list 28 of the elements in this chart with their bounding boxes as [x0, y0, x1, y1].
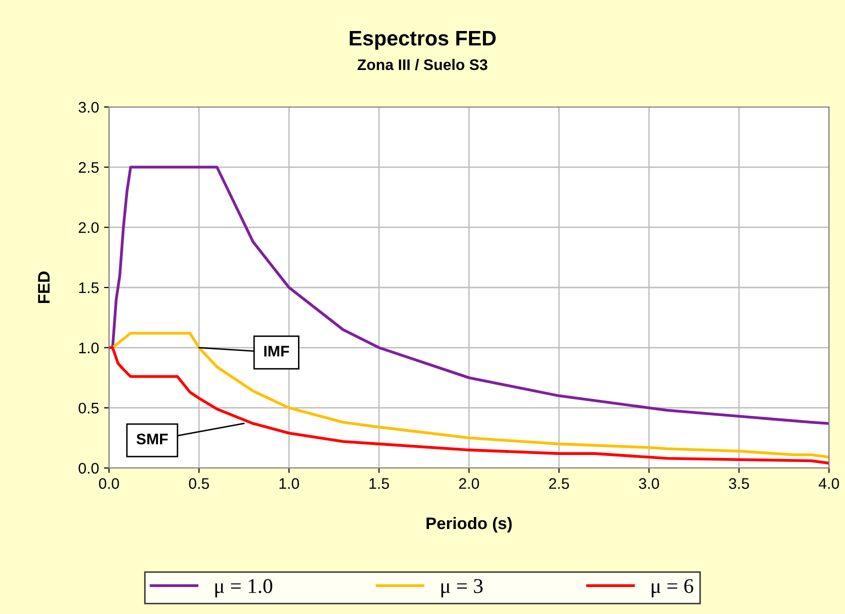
- x-tick-label: 3.0: [638, 478, 660, 489]
- x-tick-label: 2.0: [459, 478, 480, 489]
- y-tick-label: 3.0: [78, 102, 99, 113]
- y-tick-label: 0.0: [78, 462, 99, 474]
- y-axis-title: FED: [38, 272, 50, 304]
- x-tick-label: 1.5: [370, 478, 389, 489]
- chart-subtitle: Zona III / Suelo S3: [358, 58, 488, 70]
- x-tick-label: 1.0: [280, 478, 300, 489]
- y-tick-label: 0.5: [78, 402, 99, 414]
- x-tick-label: 0.0: [98, 478, 120, 489]
- y-tick-label: 1.5: [79, 282, 99, 294]
- chart-title: Espectros FED: [350, 31, 496, 50]
- x-tick-label: 0.5: [188, 478, 209, 489]
- y-tick-label: 2.0: [78, 222, 99, 234]
- legend-label: μ = 3: [441, 579, 483, 598]
- annotation: SMF: [136, 434, 168, 444]
- legend-label: μ = 1.0: [215, 579, 272, 598]
- line-series: [109, 346, 829, 465]
- annotation: IMF: [264, 346, 289, 356]
- legend-label: μ = 6: [652, 579, 694, 598]
- x-tick-label: 4.0: [818, 478, 840, 489]
- y-tick-label: 2.5: [78, 162, 99, 173]
- y-tick-label: 1.0: [79, 342, 99, 354]
- line-series: [109, 332, 829, 459]
- x-tick-label: 2.5: [549, 478, 569, 489]
- x-axis-title: Periodo (s): [426, 516, 512, 532]
- line-series: [111, 166, 829, 425]
- x-tick-label: 3.5: [728, 478, 749, 489]
